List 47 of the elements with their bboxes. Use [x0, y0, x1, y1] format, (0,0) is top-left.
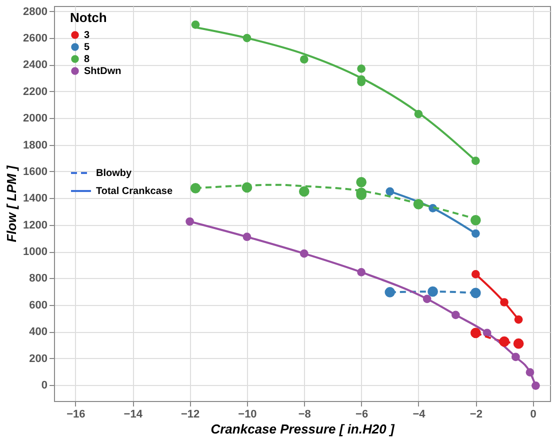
- y-tick-label: 2600: [23, 32, 48, 45]
- legend-title: Notch: [70, 10, 107, 25]
- x-tick-label: −16: [66, 408, 86, 420]
- y-tick-label: 1600: [23, 166, 48, 178]
- point: [470, 215, 481, 226]
- x-axis-title: Crankcase Pressure [ in.H20 ]: [210, 422, 395, 436]
- y-tick-label: 1200: [23, 219, 48, 232]
- x-tick-label: −14: [124, 408, 144, 420]
- x-tick-label: −2: [470, 408, 482, 420]
- point: [298, 186, 310, 197]
- x-tick-label: −10: [238, 408, 257, 420]
- legend-label: 5: [84, 42, 90, 53]
- x-tick-label: −8: [298, 408, 311, 420]
- point: [470, 288, 481, 298]
- point: [499, 336, 510, 347]
- x-tick-label: −6: [356, 408, 368, 420]
- point: [384, 287, 396, 298]
- y-tick-label: 2400: [23, 59, 48, 72]
- point: [470, 328, 481, 338]
- point: [428, 286, 438, 297]
- y-tick-label: 2800: [23, 6, 48, 18]
- annotation: Blowby: [96, 168, 132, 179]
- y-tick-label: 600: [29, 299, 48, 312]
- y-tick-label: 800: [29, 272, 48, 285]
- point: [300, 55, 308, 64]
- point: [357, 64, 366, 73]
- x-tick-label: 0: [530, 408, 536, 420]
- point: [413, 198, 424, 210]
- y-tick-label: 1000: [23, 246, 48, 258]
- point: [356, 176, 367, 188]
- y-tick-label: 200: [29, 352, 48, 365]
- y-axis-title: Flow [ LPM ]: [4, 165, 20, 242]
- annotation: Total Crankcase: [96, 186, 173, 197]
- y-tick-label: 1800: [23, 139, 48, 152]
- x-tick-label: −12: [180, 408, 200, 420]
- y-tick-label: 400: [29, 326, 48, 338]
- y-tick-label: 1400: [23, 192, 48, 205]
- x-tick-label: −4: [412, 408, 426, 420]
- legend-label: 3: [84, 30, 90, 41]
- point: [242, 182, 252, 193]
- point: [513, 338, 524, 349]
- legend-label: 8: [84, 54, 90, 65]
- y-tick-label: 2000: [23, 112, 48, 125]
- legend-label: ShtDwn: [84, 66, 122, 77]
- y-tick-label: 0: [41, 379, 48, 392]
- y-tick-label: 2200: [23, 86, 48, 98]
- point: [190, 182, 201, 194]
